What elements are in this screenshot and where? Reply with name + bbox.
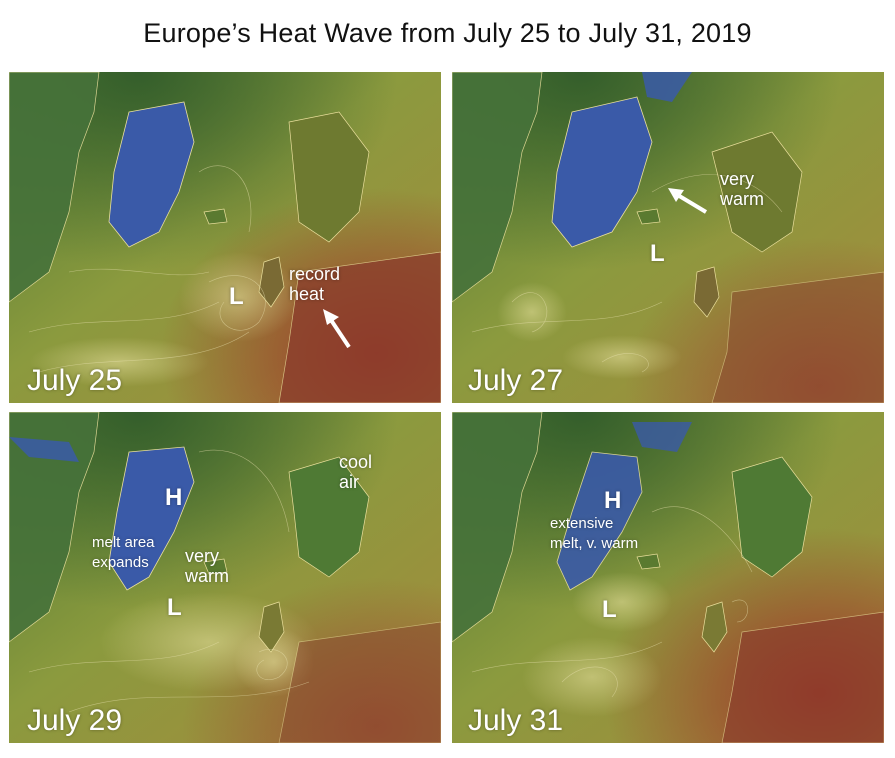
- panel-date-july-31: July 31: [468, 704, 564, 737]
- record-heat-label-line1: record: [289, 264, 341, 284]
- map-panel-july-25: July 25 L record heat: [9, 72, 441, 403]
- low-pressure-label: L: [650, 240, 665, 267]
- very-warm-arrow-icon: [668, 188, 708, 214]
- very-warm-label-line2: warm: [185, 566, 229, 586]
- greenland-shape: [556, 451, 643, 591]
- weather-map-july-25: [9, 72, 441, 403]
- weather-map-july-29: [9, 412, 441, 743]
- high-pressure-label: H: [165, 484, 183, 511]
- extensive-melt-label-line2: melt, v. warm: [550, 535, 639, 552]
- panel-date-july-27: July 27: [468, 364, 564, 397]
- melt-area-label-line1: melt area: [92, 534, 155, 551]
- weather-map-july-31: [452, 412, 884, 743]
- record-heat-label-line2: heat: [289, 284, 325, 304]
- panel-date-july-29: July 29: [27, 704, 123, 737]
- panel-date-july-25: July 25: [27, 364, 123, 397]
- cool-air-label-line1: cool: [339, 452, 373, 472]
- high-pressure-label: H: [604, 487, 622, 514]
- melt-area-label-line2: expands: [92, 554, 149, 571]
- figure-title: Europe’s Heat Wave from July 25 to July …: [143, 18, 752, 48]
- very-warm-label-line1: very: [185, 546, 220, 566]
- greenland-shape: [551, 96, 653, 248]
- greenland-shape: [108, 446, 195, 591]
- very-warm-label-line2: warm: [720, 189, 764, 209]
- low-pressure-label: L: [167, 594, 182, 621]
- extensive-melt-label-line1: extensive: [550, 515, 614, 532]
- low-pressure-label: L: [229, 283, 244, 310]
- cool-air-label-line2: air: [339, 472, 360, 492]
- map-panel-july-31: July 31 H L extensive melt, v. warm: [452, 412, 884, 743]
- low-pressure-label: L: [602, 596, 617, 623]
- very-warm-label-line1: very: [720, 169, 755, 189]
- map-panel-july-27: July 27 L very warm: [452, 72, 884, 403]
- map-panel-july-29: July 29 H L cool air melt area expands v…: [9, 412, 441, 743]
- weather-map-july-27: [452, 72, 884, 403]
- record-heat-arrow-icon: [323, 309, 351, 349]
- greenland-shape: [108, 101, 195, 248]
